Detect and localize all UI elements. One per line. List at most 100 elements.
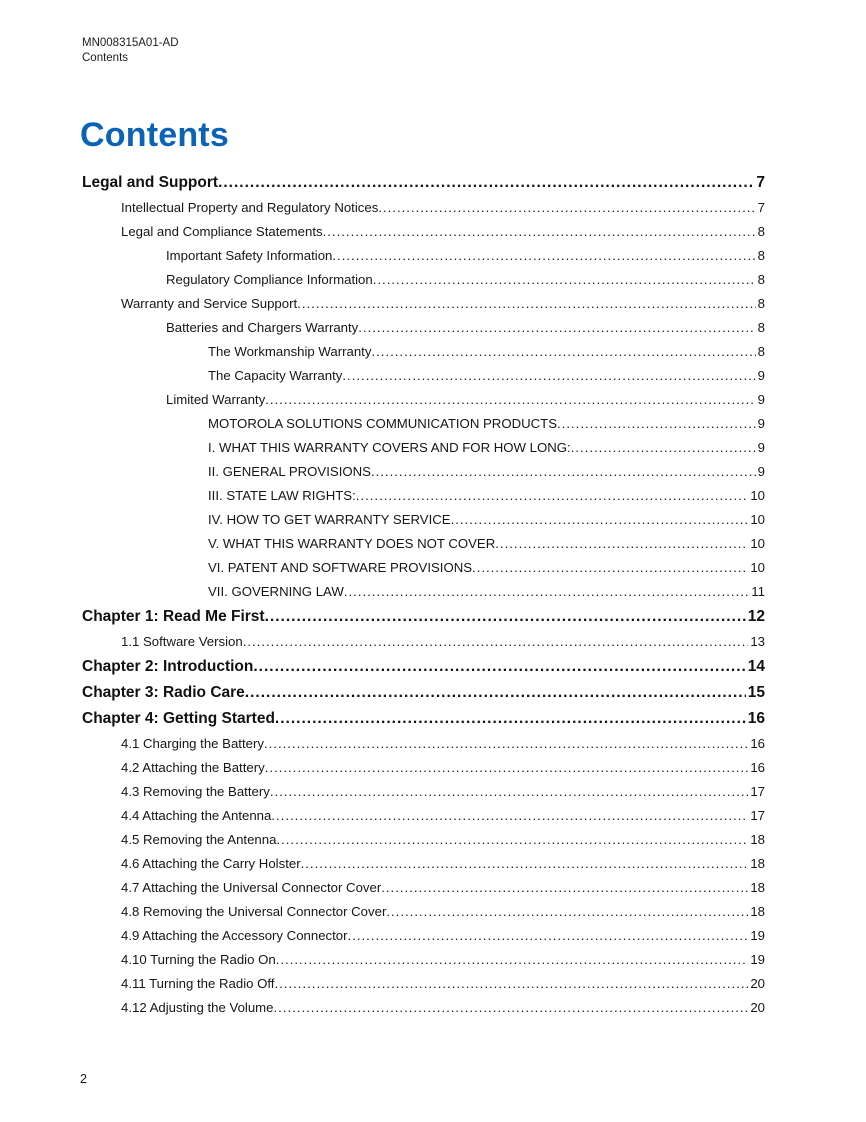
toc-entry[interactable]: 1.1 Software Version 13 (82, 634, 765, 658)
toc-entry-label: 1.1 Software Version (121, 634, 243, 649)
toc-entry[interactable]: Legal and Compliance Statements 8 (82, 224, 765, 248)
toc-entry[interactable]: 4.12 Adjusting the Volume 20 (82, 1000, 765, 1024)
toc-entry-page: 16 (750, 736, 765, 751)
toc-entry-page: 15 (747, 684, 765, 701)
page-title: Contents (80, 116, 229, 154)
toc-entry-page: 9 (757, 368, 765, 383)
toc-leader-dots (218, 174, 754, 192)
toc-entry-page: 7 (757, 200, 765, 215)
toc-entry-page: 9 (757, 464, 765, 479)
toc-entry-page: 20 (750, 1000, 765, 1015)
toc-entry-label: Legal and Support (82, 174, 219, 191)
toc-leader-dots (265, 608, 746, 626)
toc-entry[interactable]: 4.11 Turning the Radio Off 20 (82, 976, 765, 1000)
toc-entry[interactable]: Intellectual Property and Regulatory Not… (82, 200, 765, 224)
toc-leader-dots (344, 584, 749, 599)
toc-entry-label: Important Safety Information (166, 248, 333, 263)
toc-entry[interactable]: III. STATE LAW RIGHTS: 10 (82, 488, 765, 512)
toc-leader-dots (271, 808, 748, 823)
toc-entry[interactable]: 4.8 Removing the Universal Connector Cov… (82, 904, 765, 928)
toc-entry-page: 19 (750, 928, 765, 943)
toc-entry-label: 4.12 Adjusting the Volume (121, 1000, 274, 1015)
toc-entry-label: 4.4 Attaching the Antenna (121, 808, 272, 823)
toc-entry[interactable]: Chapter 3: Radio Care 15 (82, 684, 765, 710)
toc-leader-dots (371, 344, 755, 359)
toc-entry-page: 18 (750, 880, 765, 895)
toc-leader-dots (378, 200, 755, 215)
toc-entry[interactable]: Regulatory Compliance Information 8 (82, 272, 765, 296)
toc-entry[interactable]: Limited Warranty 9 (82, 392, 765, 416)
toc-entry[interactable]: VII. GOVERNING LAW 11 (82, 584, 765, 608)
toc-entry[interactable]: VI. PATENT AND SOFTWARE PROVISIONS 10 (82, 560, 765, 584)
toc-leader-dots (270, 784, 749, 799)
toc-entry-page: 18 (750, 856, 765, 871)
toc-entry-page: 14 (747, 658, 765, 675)
toc-entry[interactable]: V. WHAT THIS WARRANTY DOES NOT COVER 10 (82, 536, 765, 560)
toc-entry-page: 10 (750, 560, 765, 575)
toc-entry-page: 16 (747, 710, 765, 727)
toc-leader-dots (274, 1000, 749, 1015)
toc-entry[interactable]: Chapter 1: Read Me First 12 (82, 608, 765, 634)
toc-entry[interactable]: Important Safety Information 8 (82, 248, 765, 272)
toc-entry[interactable]: IV. HOW TO GET WARRANTY SERVICE 10 (82, 512, 765, 536)
header-section-label: Contents (82, 52, 129, 64)
toc-leader-dots (358, 320, 755, 335)
toc-leader-dots (276, 832, 748, 847)
toc-leader-dots (245, 684, 746, 702)
toc-leader-dots (381, 880, 748, 895)
toc-entry[interactable]: 4.9 Attaching the Accessory Connector 19 (82, 928, 765, 952)
toc-leader-dots (264, 736, 748, 751)
toc-entry-page: 17 (750, 808, 765, 823)
toc-entry-label: II. GENERAL PROVISIONS (208, 464, 371, 479)
toc-leader-dots (265, 392, 755, 407)
toc-entry-label: Chapter 3: Radio Care (82, 684, 245, 701)
toc-entry[interactable]: I. WHAT THIS WARRANTY COVERS AND FOR HOW… (82, 440, 765, 464)
toc-entry-page: 8 (757, 320, 765, 335)
table-of-contents: Legal and Support 7 Intellectual Propert… (82, 174, 765, 1024)
toc-entry[interactable]: 4.5 Removing the Antenna 18 (82, 832, 765, 856)
toc-leader-dots (371, 464, 756, 479)
toc-entry-label: VII. GOVERNING LAW (208, 584, 344, 599)
toc-entry[interactable]: The Workmanship Warranty 8 (82, 344, 765, 368)
toc-entry[interactable]: The Capacity Warranty 9 (82, 368, 765, 392)
toc-entry-page: 11 (751, 584, 765, 599)
toc-entry[interactable]: Chapter 4: Getting Started 16 (82, 710, 765, 736)
toc-entry[interactable]: Batteries and Chargers Warranty 8 (82, 320, 765, 344)
toc-entry[interactable]: 4.6 Attaching the Carry Holster 18 (82, 856, 765, 880)
toc-leader-dots (472, 560, 748, 575)
toc-entry-label: Chapter 1: Read Me First (82, 608, 265, 625)
toc-entry-label: I. WHAT THIS WARRANTY COVERS AND FOR HOW… (208, 440, 571, 455)
toc-entry-page: 13 (750, 634, 765, 649)
toc-entry[interactable]: 4.4 Attaching the Antenna 17 (82, 808, 765, 832)
toc-entry-page: 18 (750, 832, 765, 847)
toc-entry-page: 18 (750, 904, 765, 919)
toc-entry-label: III. STATE LAW RIGHTS: (208, 488, 356, 503)
toc-entry-label: Chapter 4: Getting Started (82, 710, 275, 727)
toc-entry[interactable]: II. GENERAL PROVISIONS 9 (82, 464, 765, 488)
toc-entry[interactable]: 4.3 Removing the Battery 17 (82, 784, 765, 808)
toc-entry[interactable]: 4.1 Charging the Battery 16 (82, 736, 765, 760)
toc-entry[interactable]: 4.7 Attaching the Universal Connector Co… (82, 880, 765, 904)
toc-entry-label: Chapter 2: Introduction (82, 658, 254, 675)
toc-leader-dots (276, 952, 749, 967)
toc-entry-page: 10 (750, 488, 765, 503)
toc-entry[interactable]: Chapter 2: Introduction 14 (82, 658, 765, 684)
toc-entry-label: 4.6 Attaching the Carry Holster (121, 856, 301, 871)
toc-entry[interactable]: MOTOROLA SOLUTIONS COMMUNICATION PRODUCT… (82, 416, 765, 440)
toc-entry-page: 8 (757, 224, 765, 239)
toc-entry-label: 4.2 Attaching the Battery (121, 760, 265, 775)
toc-entry-page: 8 (757, 296, 765, 311)
toc-entry-label: Batteries and Chargers Warranty (166, 320, 359, 335)
toc-leader-dots (301, 856, 749, 871)
toc-entry[interactable]: Warranty and Service Support 8 (82, 296, 765, 320)
toc-entry-page: 19 (750, 952, 765, 967)
toc-entry[interactable]: 4.10 Turning the Radio On 19 (82, 952, 765, 976)
toc-entry-label: 4.10 Turning the Radio On (121, 952, 276, 967)
toc-leader-dots (275, 710, 746, 728)
toc-leader-dots (297, 296, 755, 311)
toc-entry-page: 20 (750, 976, 765, 991)
toc-entry[interactable]: Legal and Support 7 (82, 174, 765, 200)
toc-entry[interactable]: 4.2 Attaching the Battery 16 (82, 760, 765, 784)
toc-leader-dots (265, 760, 749, 775)
